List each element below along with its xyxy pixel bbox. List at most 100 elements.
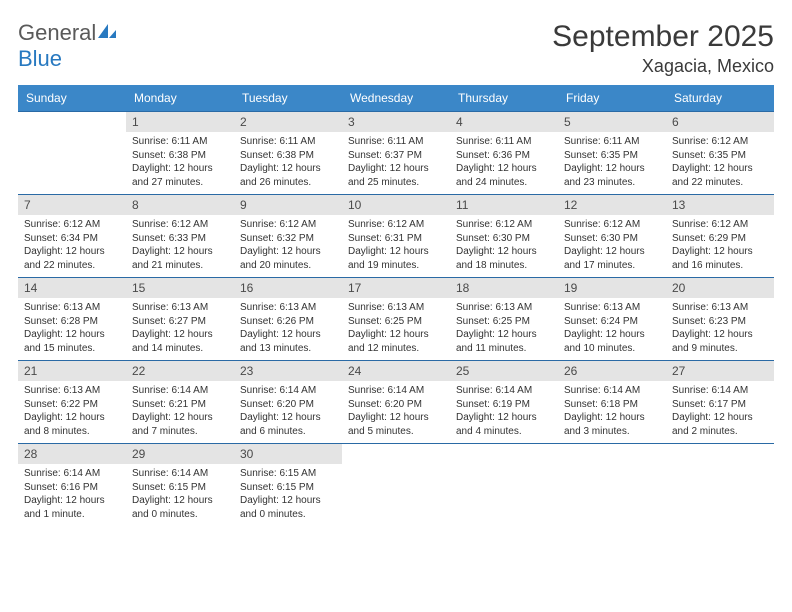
day-number: 12 xyxy=(558,195,666,215)
sunrise-line: Sunrise: 6:12 AM xyxy=(240,218,336,232)
day-body: Sunrise: 6:12 AMSunset: 6:32 PMDaylight:… xyxy=(234,215,342,272)
day-cell: 26Sunrise: 6:14 AMSunset: 6:18 PMDayligh… xyxy=(558,361,666,443)
daylight-line: Daylight: 12 hours and 10 minutes. xyxy=(564,328,660,355)
daylight-line: Daylight: 12 hours and 24 minutes. xyxy=(456,162,552,189)
sunset-line: Sunset: 6:30 PM xyxy=(564,232,660,246)
day-number: 18 xyxy=(450,278,558,298)
day-cell: 24Sunrise: 6:14 AMSunset: 6:20 PMDayligh… xyxy=(342,361,450,443)
day-body: Sunrise: 6:13 AMSunset: 6:28 PMDaylight:… xyxy=(18,298,126,355)
day-body: Sunrise: 6:11 AMSunset: 6:38 PMDaylight:… xyxy=(126,132,234,189)
sunrise-line: Sunrise: 6:12 AM xyxy=(24,218,120,232)
sunrise-line: Sunrise: 6:12 AM xyxy=(348,218,444,232)
day-body: Sunrise: 6:14 AMSunset: 6:17 PMDaylight:… xyxy=(666,381,774,438)
dow-sunday: Sunday xyxy=(18,85,126,111)
day-cell: 14Sunrise: 6:13 AMSunset: 6:28 PMDayligh… xyxy=(18,278,126,360)
day-body: Sunrise: 6:14 AMSunset: 6:20 PMDaylight:… xyxy=(342,381,450,438)
day-number: 17 xyxy=(342,278,450,298)
daylight-line: Daylight: 12 hours and 20 minutes. xyxy=(240,245,336,272)
sunrise-line: Sunrise: 6:11 AM xyxy=(456,135,552,149)
day-body: Sunrise: 6:11 AMSunset: 6:38 PMDaylight:… xyxy=(234,132,342,189)
day-number: 26 xyxy=(558,361,666,381)
day-number: 20 xyxy=(666,278,774,298)
day-cell: 12Sunrise: 6:12 AMSunset: 6:30 PMDayligh… xyxy=(558,195,666,277)
dow-thursday: Thursday xyxy=(450,85,558,111)
day-number: 15 xyxy=(126,278,234,298)
day-cell: 10Sunrise: 6:12 AMSunset: 6:31 PMDayligh… xyxy=(342,195,450,277)
day-body: Sunrise: 6:14 AMSunset: 6:16 PMDaylight:… xyxy=(18,464,126,521)
day-cell: 16Sunrise: 6:13 AMSunset: 6:26 PMDayligh… xyxy=(234,278,342,360)
sunset-line: Sunset: 6:30 PM xyxy=(456,232,552,246)
header: GeneralBlue September 2025 Xagacia, Mexi… xyxy=(18,20,774,77)
day-body: Sunrise: 6:15 AMSunset: 6:15 PMDaylight:… xyxy=(234,464,342,521)
day-cell: 27Sunrise: 6:14 AMSunset: 6:17 PMDayligh… xyxy=(666,361,774,443)
daylight-line: Daylight: 12 hours and 0 minutes. xyxy=(132,494,228,521)
day-cell: 19Sunrise: 6:13 AMSunset: 6:24 PMDayligh… xyxy=(558,278,666,360)
week-row: 7Sunrise: 6:12 AMSunset: 6:34 PMDaylight… xyxy=(18,194,774,277)
day-cell: 21Sunrise: 6:13 AMSunset: 6:22 PMDayligh… xyxy=(18,361,126,443)
daylight-line: Daylight: 12 hours and 26 minutes. xyxy=(240,162,336,189)
day-number: 8 xyxy=(126,195,234,215)
sunrise-line: Sunrise: 6:14 AM xyxy=(132,384,228,398)
day-cell: 29Sunrise: 6:14 AMSunset: 6:15 PMDayligh… xyxy=(126,444,234,526)
day-number: 30 xyxy=(234,444,342,464)
sunrise-line: Sunrise: 6:12 AM xyxy=(672,135,768,149)
day-number: 3 xyxy=(342,112,450,132)
day-body: Sunrise: 6:13 AMSunset: 6:27 PMDaylight:… xyxy=(126,298,234,355)
sunrise-line: Sunrise: 6:11 AM xyxy=(132,135,228,149)
day-body: Sunrise: 6:12 AMSunset: 6:30 PMDaylight:… xyxy=(450,215,558,272)
sunrise-line: Sunrise: 6:11 AM xyxy=(240,135,336,149)
week-row: 14Sunrise: 6:13 AMSunset: 6:28 PMDayligh… xyxy=(18,277,774,360)
day-cell: 22Sunrise: 6:14 AMSunset: 6:21 PMDayligh… xyxy=(126,361,234,443)
sunset-line: Sunset: 6:36 PM xyxy=(456,149,552,163)
daylight-line: Daylight: 12 hours and 12 minutes. xyxy=(348,328,444,355)
day-body: Sunrise: 6:12 AMSunset: 6:31 PMDaylight:… xyxy=(342,215,450,272)
calendar-page: GeneralBlue September 2025 Xagacia, Mexi… xyxy=(0,0,792,612)
day-number: 22 xyxy=(126,361,234,381)
sunrise-line: Sunrise: 6:14 AM xyxy=(132,467,228,481)
sunrise-line: Sunrise: 6:14 AM xyxy=(24,467,120,481)
daylight-line: Daylight: 12 hours and 3 minutes. xyxy=(564,411,660,438)
sunrise-line: Sunrise: 6:13 AM xyxy=(564,301,660,315)
day-number: 10 xyxy=(342,195,450,215)
sunrise-line: Sunrise: 6:13 AM xyxy=(24,384,120,398)
day-body: Sunrise: 6:14 AMSunset: 6:20 PMDaylight:… xyxy=(234,381,342,438)
sunset-line: Sunset: 6:26 PM xyxy=(240,315,336,329)
sunset-line: Sunset: 6:18 PM xyxy=(564,398,660,412)
day-number: 13 xyxy=(666,195,774,215)
daylight-line: Daylight: 12 hours and 6 minutes. xyxy=(240,411,336,438)
dow-monday: Monday xyxy=(126,85,234,111)
sunset-line: Sunset: 6:19 PM xyxy=(456,398,552,412)
title-block: September 2025 Xagacia, Mexico xyxy=(552,20,774,77)
day-number: 21 xyxy=(18,361,126,381)
sunrise-line: Sunrise: 6:13 AM xyxy=(348,301,444,315)
logo-word1: General xyxy=(18,20,96,45)
sunset-line: Sunset: 6:34 PM xyxy=(24,232,120,246)
day-cell: 1Sunrise: 6:11 AMSunset: 6:38 PMDaylight… xyxy=(126,112,234,194)
sunrise-line: Sunrise: 6:14 AM xyxy=(672,384,768,398)
day-cell: 8Sunrise: 6:12 AMSunset: 6:33 PMDaylight… xyxy=(126,195,234,277)
daylight-line: Daylight: 12 hours and 16 minutes. xyxy=(672,245,768,272)
day-cell: 5Sunrise: 6:11 AMSunset: 6:35 PMDaylight… xyxy=(558,112,666,194)
month-title: September 2025 xyxy=(552,20,774,54)
dow-row: SundayMondayTuesdayWednesdayThursdayFrid… xyxy=(18,85,774,111)
day-body: Sunrise: 6:14 AMSunset: 6:18 PMDaylight:… xyxy=(558,381,666,438)
day-number: 24 xyxy=(342,361,450,381)
day-cell: 23Sunrise: 6:14 AMSunset: 6:20 PMDayligh… xyxy=(234,361,342,443)
day-number: 25 xyxy=(450,361,558,381)
dow-friday: Friday xyxy=(558,85,666,111)
sunset-line: Sunset: 6:22 PM xyxy=(24,398,120,412)
daylight-line: Daylight: 12 hours and 9 minutes. xyxy=(672,328,768,355)
day-number: 23 xyxy=(234,361,342,381)
sunrise-line: Sunrise: 6:13 AM xyxy=(456,301,552,315)
day-number: 28 xyxy=(18,444,126,464)
sunrise-line: Sunrise: 6:13 AM xyxy=(24,301,120,315)
day-body: Sunrise: 6:13 AMSunset: 6:25 PMDaylight:… xyxy=(450,298,558,355)
day-cell: 25Sunrise: 6:14 AMSunset: 6:19 PMDayligh… xyxy=(450,361,558,443)
daylight-line: Daylight: 12 hours and 13 minutes. xyxy=(240,328,336,355)
sunrise-line: Sunrise: 6:14 AM xyxy=(348,384,444,398)
sunrise-line: Sunrise: 6:12 AM xyxy=(456,218,552,232)
day-body: Sunrise: 6:12 AMSunset: 6:35 PMDaylight:… xyxy=(666,132,774,189)
day-cell xyxy=(666,444,774,526)
day-number: 6 xyxy=(666,112,774,132)
sunset-line: Sunset: 6:29 PM xyxy=(672,232,768,246)
